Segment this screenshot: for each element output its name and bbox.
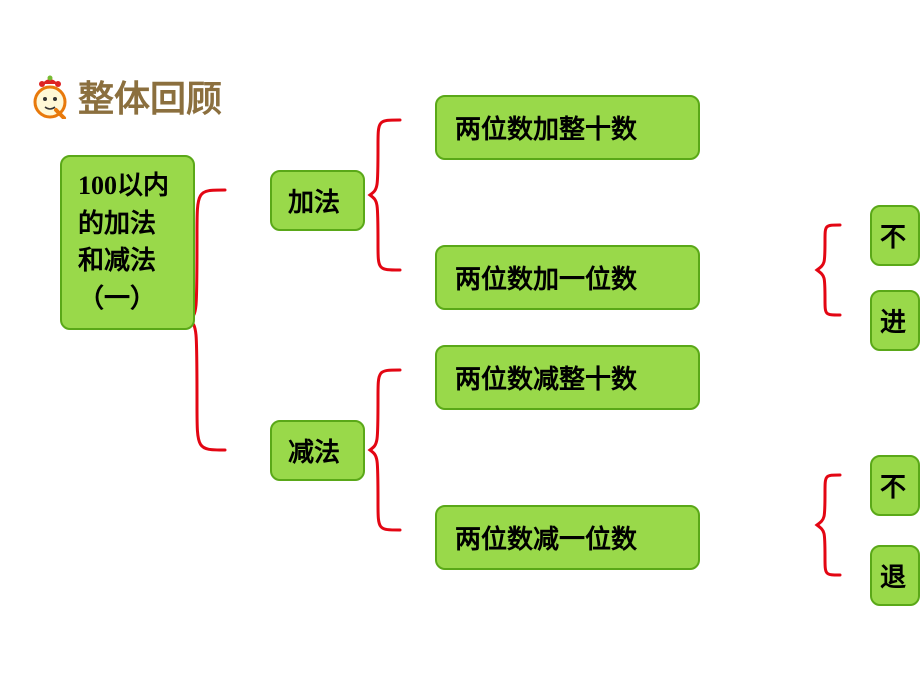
- brace-connector: [370, 370, 400, 530]
- leaf-sub-ones: 两位数减一位数: [435, 505, 700, 570]
- page-header: 整体回顾: [30, 70, 222, 122]
- mini-node-4: 退: [870, 545, 920, 606]
- q-mascot-icon: [30, 74, 70, 119]
- brace-connector: [370, 120, 400, 270]
- mini-node-1: 不: [870, 205, 920, 266]
- branch-subtraction: 减法: [270, 420, 365, 481]
- leaf-add-ones: 两位数加一位数: [435, 245, 700, 310]
- page-title: 整体回顾: [78, 70, 222, 122]
- leaf-add-tens: 两位数加整十数: [435, 95, 700, 160]
- branch-addition: 加法: [270, 170, 365, 231]
- mini-node-2: 进: [870, 290, 920, 351]
- root-node: 100以内的加法和减法（一）: [60, 155, 195, 330]
- leaf-sub-tens: 两位数减整十数: [435, 345, 700, 410]
- mini-node-3: 不: [870, 455, 920, 516]
- brace-connector: [817, 475, 840, 575]
- brace-connector: [817, 225, 840, 315]
